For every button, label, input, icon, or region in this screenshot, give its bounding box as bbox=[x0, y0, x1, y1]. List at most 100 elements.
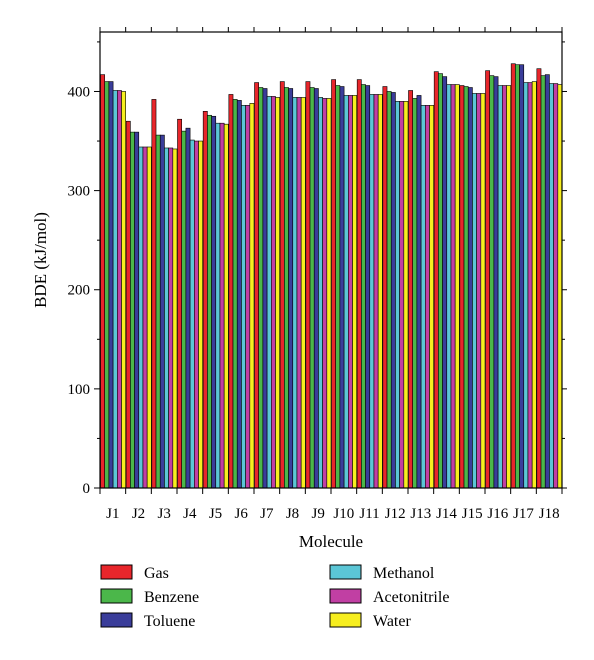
y-axis-title: BDE (kJ/mol) bbox=[31, 212, 50, 308]
bar-j8-acetonitrile bbox=[296, 97, 302, 489]
bar-j1-benzene bbox=[104, 81, 110, 489]
bar-j12-benzene bbox=[386, 91, 392, 489]
legend-swatch-benzene bbox=[100, 588, 133, 604]
bar-j15-acetonitrile bbox=[476, 93, 482, 489]
x-tick-label: J2 bbox=[132, 506, 145, 522]
x-tick-label: J14 bbox=[436, 506, 457, 522]
bar-j2-methanol bbox=[138, 146, 144, 489]
bar-j5-methanol bbox=[215, 122, 221, 489]
bar-j7-benzene bbox=[258, 87, 264, 489]
y-axis: 0 100 200 300 400 bbox=[68, 41, 567, 497]
bar-j4-gas bbox=[177, 118, 182, 489]
bar-j13-acetonitrile bbox=[424, 105, 430, 489]
legend: Gas Benzene Toluene Methanol Acetonitrile Wat… bbox=[100, 564, 449, 630]
bar-j5-gas bbox=[202, 111, 208, 489]
bar-j7-water bbox=[275, 97, 280, 489]
bar-j1-water bbox=[121, 91, 126, 489]
bar-j6-methanol bbox=[241, 105, 246, 489]
bar-j11-gas bbox=[356, 79, 362, 489]
legend-label-toluene: Toluene bbox=[144, 613, 195, 630]
bar-j1-methanol bbox=[112, 90, 118, 489]
legend-swatch-acetonitrile bbox=[329, 588, 362, 604]
bar-j15-methanol bbox=[472, 93, 477, 489]
legend-swatch-methanol bbox=[329, 564, 362, 580]
bar-j1-toluene bbox=[108, 81, 114, 489]
x-tick-label: J9 bbox=[311, 506, 324, 522]
bar-j9-toluene bbox=[313, 88, 319, 489]
bar-j4-benzene bbox=[181, 130, 187, 489]
bar-j7-toluene bbox=[262, 88, 268, 489]
legend-label-benzene: Benzene bbox=[144, 589, 199, 606]
bar-j18-acetonitrile bbox=[553, 83, 559, 489]
bar-j5-water bbox=[223, 123, 229, 489]
x-tick-label: J17 bbox=[513, 506, 534, 522]
x-tick-label: J5 bbox=[209, 506, 222, 522]
bar-j2-gas bbox=[125, 120, 131, 489]
bar-j8-methanol bbox=[292, 97, 298, 489]
bar-j13-benzene bbox=[412, 98, 418, 489]
legend-label-acetonitrile: Acetonitrile bbox=[373, 589, 449, 606]
bar-j17-gas bbox=[510, 63, 516, 489]
bar-j6-water bbox=[249, 103, 255, 489]
bar-j2-acetonitrile bbox=[142, 146, 148, 489]
bar-j13-gas bbox=[408, 90, 413, 489]
bar-j16-acetonitrile bbox=[501, 85, 507, 489]
bar-j9-water bbox=[326, 98, 332, 489]
bar-j6-benzene bbox=[232, 99, 238, 489]
bar-j14-methanol bbox=[446, 84, 452, 489]
bar-j5-benzene bbox=[207, 114, 212, 489]
bar-j16-gas bbox=[485, 70, 490, 489]
bar-j6-toluene bbox=[236, 100, 242, 489]
bar-j13-methanol bbox=[420, 105, 426, 489]
bar-j8-toluene bbox=[288, 88, 294, 489]
bar-j6-acetonitrile bbox=[245, 105, 251, 489]
bar-j4-methanol bbox=[189, 139, 195, 489]
bar-j14-water bbox=[454, 84, 460, 489]
legend-swatch-water bbox=[329, 612, 362, 628]
bar-j4-toluene bbox=[185, 127, 191, 489]
x-tick-label: J10 bbox=[333, 506, 354, 522]
bar-j14-toluene bbox=[442, 76, 448, 489]
bar-j4-acetonitrile bbox=[194, 140, 199, 489]
bar-j2-benzene bbox=[130, 131, 135, 489]
bar-j15-toluene bbox=[467, 87, 473, 489]
bar-j16-water bbox=[506, 85, 511, 489]
bar-j3-methanol bbox=[164, 147, 169, 489]
bar-j7-acetonitrile bbox=[270, 96, 276, 489]
bar-j12-methanol bbox=[395, 101, 400, 489]
x-tick-label: J8 bbox=[286, 506, 299, 522]
bar-j18-gas bbox=[536, 68, 542, 489]
legend-label-methanol: Methanol bbox=[373, 565, 435, 582]
x-tick-label: J1 bbox=[106, 506, 119, 522]
bar-j12-gas bbox=[382, 86, 388, 489]
x-tick-label: J18 bbox=[539, 506, 560, 522]
x-tick-label: J6 bbox=[234, 506, 248, 522]
bar-j11-toluene bbox=[365, 85, 371, 489]
bar-j5-toluene bbox=[211, 115, 217, 489]
x-tick-label: J15 bbox=[462, 506, 483, 522]
bar-j15-water bbox=[480, 93, 486, 489]
bar-j17-acetonitrile bbox=[527, 82, 533, 489]
bar-j11-water bbox=[377, 94, 383, 489]
x-tick-label: J7 bbox=[260, 506, 274, 522]
bar-j18-methanol bbox=[549, 83, 554, 489]
bar-j14-gas bbox=[433, 71, 439, 489]
bar-j8-gas bbox=[279, 81, 285, 489]
bar-j14-benzene bbox=[438, 73, 443, 489]
x-tick-label: J11 bbox=[359, 506, 379, 522]
bar-j1-acetonitrile bbox=[117, 90, 122, 489]
bar-j15-benzene bbox=[463, 86, 469, 489]
bar-j16-toluene bbox=[493, 76, 499, 489]
bar-j1-gas bbox=[100, 74, 105, 489]
x-tick-label: J4 bbox=[183, 506, 197, 522]
bar-j9-acetonitrile bbox=[322, 98, 328, 489]
bar-j16-benzene bbox=[489, 75, 495, 489]
bar-j4-water bbox=[198, 140, 203, 489]
bar-j10-acetonitrile bbox=[347, 95, 353, 489]
bar-j9-gas bbox=[305, 81, 311, 489]
bar-j17-methanol bbox=[523, 82, 529, 489]
bar-j5-acetonitrile bbox=[219, 122, 225, 489]
legend-swatch-gas bbox=[100, 564, 133, 580]
bar-j14-acetonitrile bbox=[450, 84, 456, 489]
bar-j10-gas bbox=[331, 79, 336, 489]
